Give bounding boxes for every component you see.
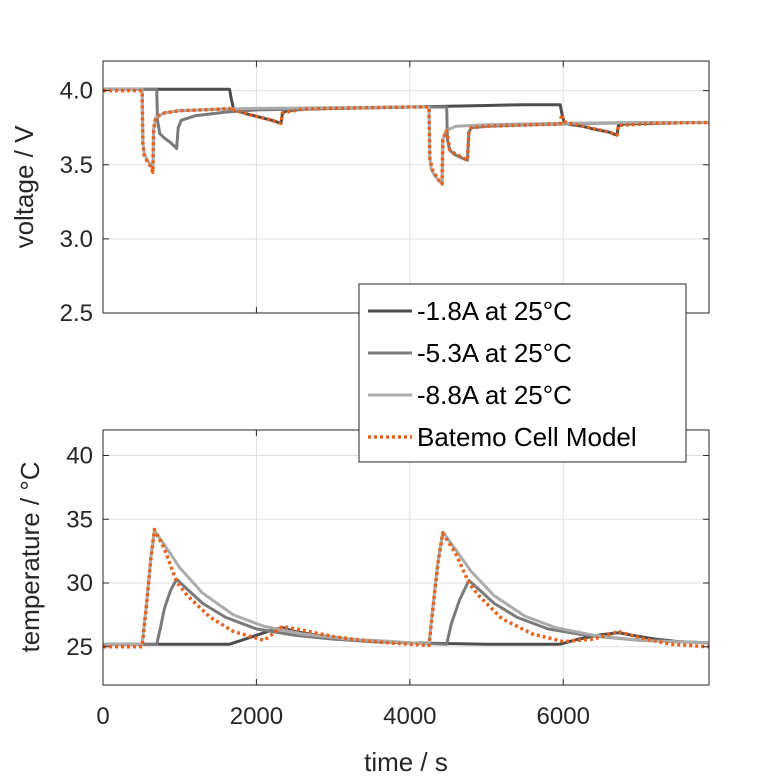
voltage-panel: 2.5 3.0 3.5 4.0 voltage / V [9, 60, 710, 327]
xtick-label: 2000 [230, 703, 283, 730]
legend-label: -8.8A at 25°C [417, 380, 572, 410]
xtick-label: 6000 [537, 703, 590, 730]
voltage-ytick-label: 3.0 [60, 226, 93, 253]
temperature-panel: 0 2000 4000 6000 25 30 35 40 temperature / °C t… [15, 429, 710, 777]
temperature-ticks: 0 2000 4000 6000 25 30 35 40 [66, 430, 709, 730]
legend-label: -5.3A at 25°C [417, 338, 572, 368]
temperature-ytick-label: 40 [66, 443, 93, 470]
time-axis-label: time / s [364, 747, 448, 777]
voltage-series [103, 87, 710, 186]
voltage-plot-area [103, 61, 709, 313]
voltage-ytick-label: 3.5 [60, 152, 93, 179]
temperature-axis-label: temperature / °C [15, 461, 45, 652]
legend-label: Batemo Cell Model [417, 422, 637, 452]
voltage-ticks: 2.5 3.0 3.5 4.0 [60, 61, 709, 327]
legend-label: -1.8A at 25°C [417, 296, 572, 326]
temperature-ytick-label: 30 [66, 570, 93, 597]
legend: -1.8A at 25°C -5.3A at 25°C -8.8A at 25°C B… [358, 283, 687, 463]
legend-entries: -1.8A at 25°C -5.3A at 25°C -8.8A at 25°C B… [368, 296, 637, 452]
temperature-ytick-label: 25 [66, 634, 93, 661]
voltage-series-line-4 [103, 88, 710, 186]
temperature-ytick-label: 35 [66, 506, 93, 533]
xtick-label: 4000 [383, 703, 436, 730]
temperature-series [103, 527, 710, 649]
voltage-ytick-label: 2.5 [60, 300, 93, 327]
voltage-ytick-label: 4.0 [60, 78, 93, 105]
voltage-axis-label: voltage / V [9, 125, 39, 249]
xtick-label: 0 [96, 703, 109, 730]
legend-box [358, 283, 687, 463]
